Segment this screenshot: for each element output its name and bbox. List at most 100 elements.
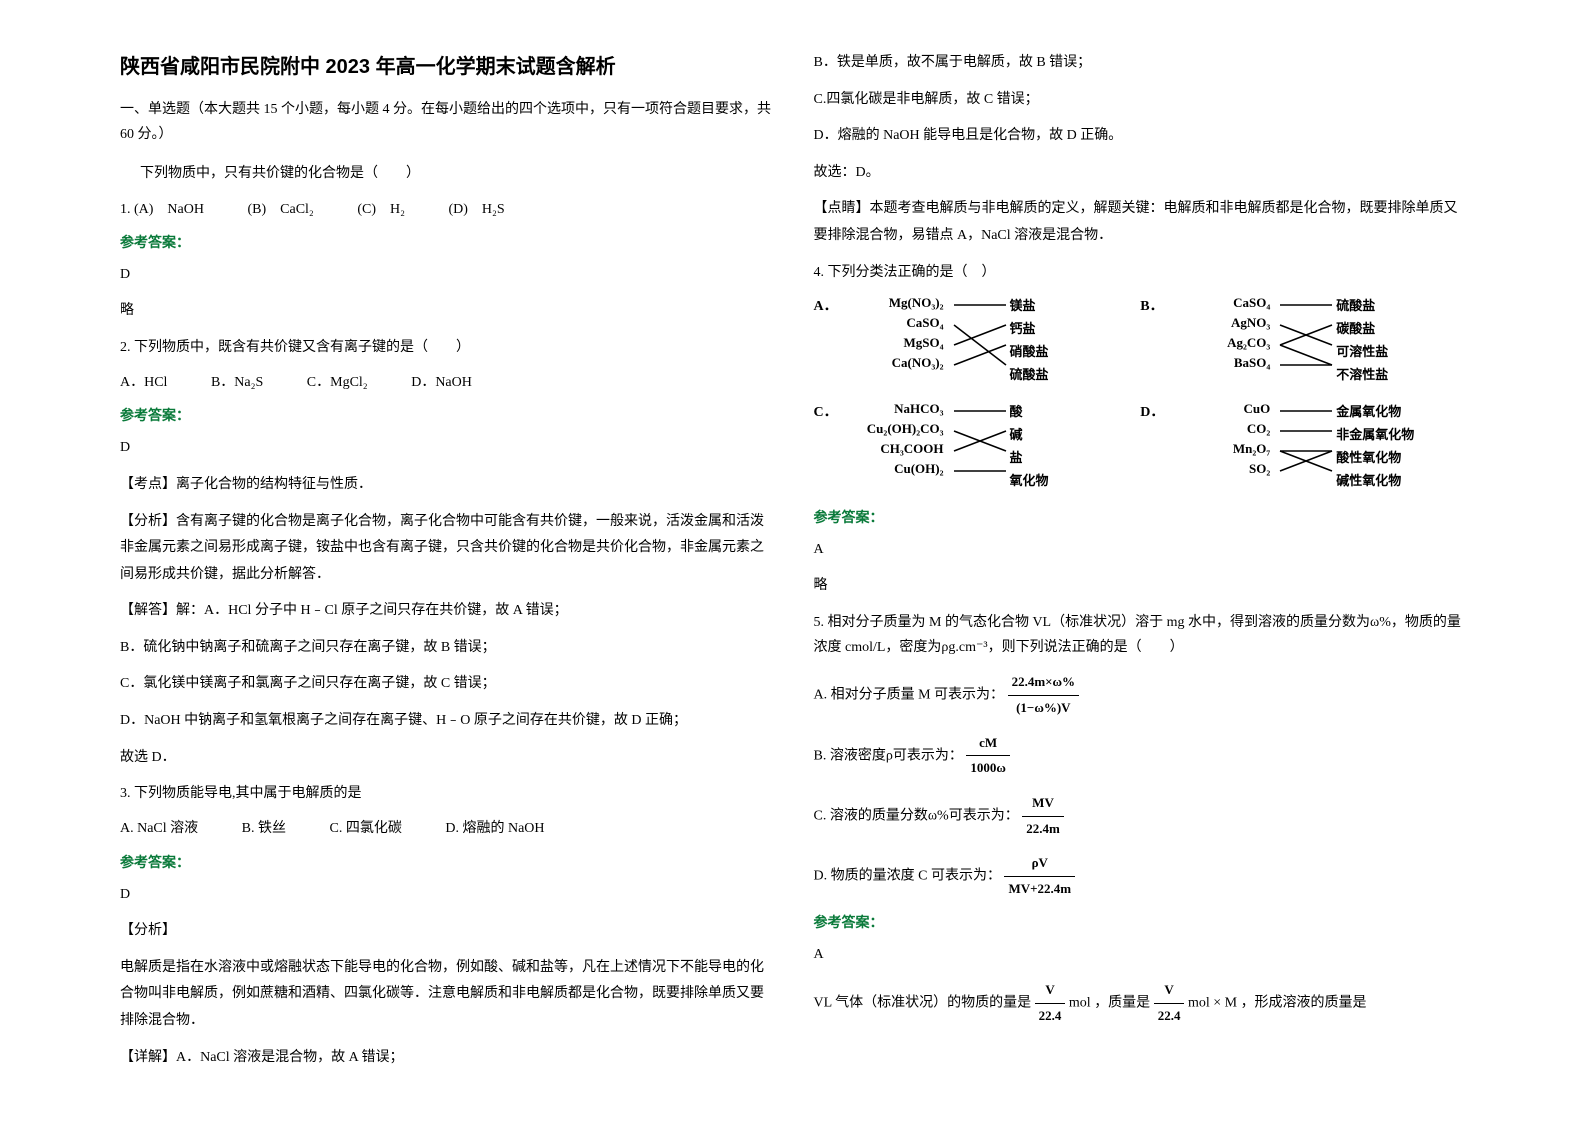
q4c-t1: 酸 bbox=[1010, 401, 1023, 420]
q2-opt-b: B．Na₂S bbox=[211, 370, 263, 395]
q3-p3: 【详解】A．NaCl 溶液是混合物，故 A 错误； bbox=[120, 1045, 774, 1072]
q4d-f4: SO₂ bbox=[1166, 461, 1276, 477]
q5-tail-den2: 22.4 bbox=[1154, 1004, 1185, 1029]
q4b-t1: 硫酸盐 bbox=[1336, 295, 1375, 314]
q4c-t3: 盐 bbox=[1010, 447, 1023, 466]
q4a-t2: 钙盐 bbox=[1010, 318, 1036, 337]
q5-tail: VL 气体（标准状况）的物质的量是 V 22.4 mol ，质量是 V 22.4… bbox=[814, 978, 1468, 1028]
q5-stem: 5. 相对分子质量为 M 的气态化合物 VL（标准状况）溶于 mg 水中，得到溶… bbox=[814, 610, 1468, 660]
q1-options: 1. (A) NaOH (B) CaCl₂ (C) H₂ (D) H₂S bbox=[120, 197, 774, 222]
q5-tail-mol: mol bbox=[1069, 996, 1091, 1011]
cross-connector-icon bbox=[950, 401, 1010, 481]
left-column: 陕西省咸阳市民院附中 2023 年高一化学期末试题含解析 一、单选题（本大题共 … bbox=[100, 50, 794, 1072]
q5-optb-den: 1000ω bbox=[966, 756, 1010, 781]
q2-options: A．HCl B．Na₂S C．MgCl₂ D．NaOH bbox=[120, 370, 774, 395]
q5-optd-den: MV+22.4m bbox=[1004, 877, 1075, 902]
q4-diagram-b: B． CaSO₄ AgNO₃ Ag₂CO₃ BaSO₄ 硫酸盐 碳 bbox=[1140, 295, 1467, 387]
q3-p4: B．铁是单质，故不属于电解质，故 B 错误； bbox=[814, 50, 1468, 77]
q3-stem: 3. 下列物质能导电,其中属于电解质的是 bbox=[120, 781, 774, 806]
q4c-t2: 碱 bbox=[1010, 424, 1023, 443]
q4b-t2: 碳酸盐 bbox=[1336, 318, 1375, 337]
q5-optc-fraction: MV 22.4m bbox=[1022, 791, 1064, 841]
q4-answer2: 略 bbox=[814, 573, 1468, 600]
cross-connector-icon bbox=[1276, 295, 1336, 375]
q5-optc-prefix: C. 溶液的质量分数ω%可表示为： bbox=[814, 808, 1019, 823]
q4-diagram-row1: A． Mg(NO₃)₂ CaSO₄ MgSO₄ Ca(NO₃)₂ 镁盐 钙盐 bbox=[814, 295, 1468, 387]
q3-opt-a: A. NaCl 溶液 bbox=[120, 816, 198, 841]
q4a-f2: CaSO₄ bbox=[840, 315, 950, 331]
q4a-f1: Mg(NO₃)₂ bbox=[840, 295, 950, 311]
q5-optb-fraction: cM 1000ω bbox=[966, 731, 1010, 781]
q2-stem: 2. 下列物质中，既含有共价键又含有离子键的是（ ） bbox=[120, 335, 774, 360]
q2-opt-c: C．MgCl₂ bbox=[307, 370, 368, 395]
q5-optc-den: 22.4m bbox=[1022, 817, 1064, 842]
q4d-t4: 碱性氧化物 bbox=[1336, 470, 1401, 489]
q3-answer: D bbox=[120, 882, 774, 909]
q5-opta-num: 22.4m×ω% bbox=[1008, 670, 1080, 696]
q3-opt-c: C. 四氯化碳 bbox=[330, 816, 402, 841]
q5-answer: A bbox=[814, 942, 1468, 969]
q2-opt-a: A．HCl bbox=[120, 370, 167, 395]
q5-tail2: ，质量是 bbox=[1094, 996, 1150, 1011]
q4b-t3: 可溶性盐 bbox=[1336, 341, 1388, 360]
q1-answer2: 略 bbox=[120, 298, 774, 325]
q4c-f3: CH₃COOH bbox=[840, 441, 950, 457]
q2-p7: 故选 D． bbox=[120, 745, 774, 772]
q2-p2: 【分析】含有离子键的化合物是离子化合物，离子化合物中可能含有共价键，一般来说，活… bbox=[120, 509, 774, 589]
q2-answer-label: 参考答案： bbox=[120, 405, 774, 425]
q2-p1: 【考点】离子化合物的结构特征与性质． bbox=[120, 472, 774, 499]
q3-p2: 电解质是指在水溶液中或熔融状态下能导电的化合物，例如酸、碱和盐等，凡在上述情况下… bbox=[120, 955, 774, 1035]
q4a-f4: Ca(NO₃)₂ bbox=[840, 355, 950, 371]
q5-tail-num1: V bbox=[1035, 978, 1066, 1004]
q3-opt-b: B. 铁丝 bbox=[242, 816, 286, 841]
q3-p6: D．熔融的 NaOH 能导电且是化合物，故 D 正确。 bbox=[814, 123, 1468, 150]
q4-diagram-row2: C． NaHCO₃ Cu₂(OH)₂CO₃ CH₃COOH Cu(OH)₂ 酸 … bbox=[814, 401, 1468, 493]
q3-p7: 故选：D。 bbox=[814, 160, 1468, 187]
q5-tail-den1: 22.4 bbox=[1035, 1004, 1066, 1029]
q4-c-label: C． bbox=[814, 401, 840, 421]
q5-opt-b: B. 溶液密度ρ可表示为： cM 1000ω bbox=[814, 731, 1468, 781]
q5-optd-fraction: ρV MV+22.4m bbox=[1004, 851, 1075, 901]
q5-optb-prefix: B. 溶液密度ρ可表示为： bbox=[814, 748, 963, 763]
q5-optc-num: MV bbox=[1022, 791, 1064, 817]
q2-opt-d: D．NaOH bbox=[411, 370, 472, 395]
q4b-f1: CaSO₄ bbox=[1166, 295, 1276, 311]
q5-tail-frac1: V 22.4 bbox=[1035, 978, 1066, 1028]
q4-diagram-d: D． CuO CO₂ Mn₂O₇ SO₂ 金属氧化物 非金属氧化物 bbox=[1140, 401, 1467, 493]
q2-p3: 【解答】解：A．HCl 分子中 H﹣Cl 原子之间只存在共价键，故 A 错误； bbox=[120, 598, 774, 625]
q5-opt-a: A. 相对分子质量 M 可表示为： 22.4m×ω% (1−ω%)V bbox=[814, 670, 1468, 720]
q1-opt-c: (C) H₂ bbox=[357, 197, 405, 222]
q1-answer: D bbox=[120, 262, 774, 289]
q4d-f3: Mn₂O₇ bbox=[1166, 441, 1276, 457]
q2-p5: C．氯化镁中镁离子和氯离子之间只存在离子键，故 C 错误； bbox=[120, 671, 774, 698]
q5-tail-num2: V bbox=[1154, 978, 1185, 1004]
q2-answer: D bbox=[120, 435, 774, 462]
q5-optd-prefix: D. 物质的量浓度 C 可表示为： bbox=[814, 869, 1001, 884]
q4b-f3: Ag₂CO₃ bbox=[1166, 335, 1276, 351]
cross-connector-icon bbox=[950, 295, 1010, 375]
q4a-t1: 镁盐 bbox=[1010, 295, 1036, 314]
page-title: 陕西省咸阳市民院附中 2023 年高一化学期末试题含解析 bbox=[120, 50, 774, 79]
q2-p6: D．NaOH 中钠离子和氢氧根离子之间存在离子键、H﹣O 原子之间存在共价键，故… bbox=[120, 708, 774, 735]
q4-d-label: D． bbox=[1140, 401, 1166, 421]
q4b-f2: AgNO₃ bbox=[1166, 315, 1276, 331]
q1-opt-a: (A) NaOH bbox=[134, 197, 204, 222]
q5-tail-suffix: mol × M bbox=[1188, 996, 1237, 1011]
q5-opta-fraction: 22.4m×ω% (1−ω%)V bbox=[1008, 670, 1080, 720]
q4-diagram-a: A． Mg(NO₃)₂ CaSO₄ MgSO₄ Ca(NO₃)₂ 镁盐 钙盐 bbox=[814, 295, 1141, 387]
q4a-t3: 硝酸盐 bbox=[1010, 341, 1049, 360]
q4d-t1: 金属氧化物 bbox=[1336, 401, 1401, 420]
q4c-f1: NaHCO₃ bbox=[840, 401, 950, 417]
q3-opt-d: D. 熔融的 NaOH bbox=[445, 816, 544, 841]
q4-b-label: B． bbox=[1140, 295, 1166, 315]
q4d-t3: 酸性氧化物 bbox=[1336, 447, 1401, 466]
q5-opta-den: (1−ω%)V bbox=[1008, 696, 1080, 721]
q4-answer-label: 参考答案： bbox=[814, 507, 1468, 527]
q4-stem: 4. 下列分类法正确的是（ ） bbox=[814, 260, 1468, 285]
q4-a-label: A． bbox=[814, 295, 840, 315]
q5-tail3: ，形成溶液的质量是 bbox=[1241, 996, 1367, 1011]
q5-optb-num: cM bbox=[966, 731, 1010, 757]
q1-answer-label: 参考答案： bbox=[120, 232, 774, 252]
q2-p4: B．硫化钠中钠离子和硫离子之间只存在离子键，故 B 错误； bbox=[120, 635, 774, 662]
q3-answer-label: 参考答案： bbox=[120, 852, 774, 872]
